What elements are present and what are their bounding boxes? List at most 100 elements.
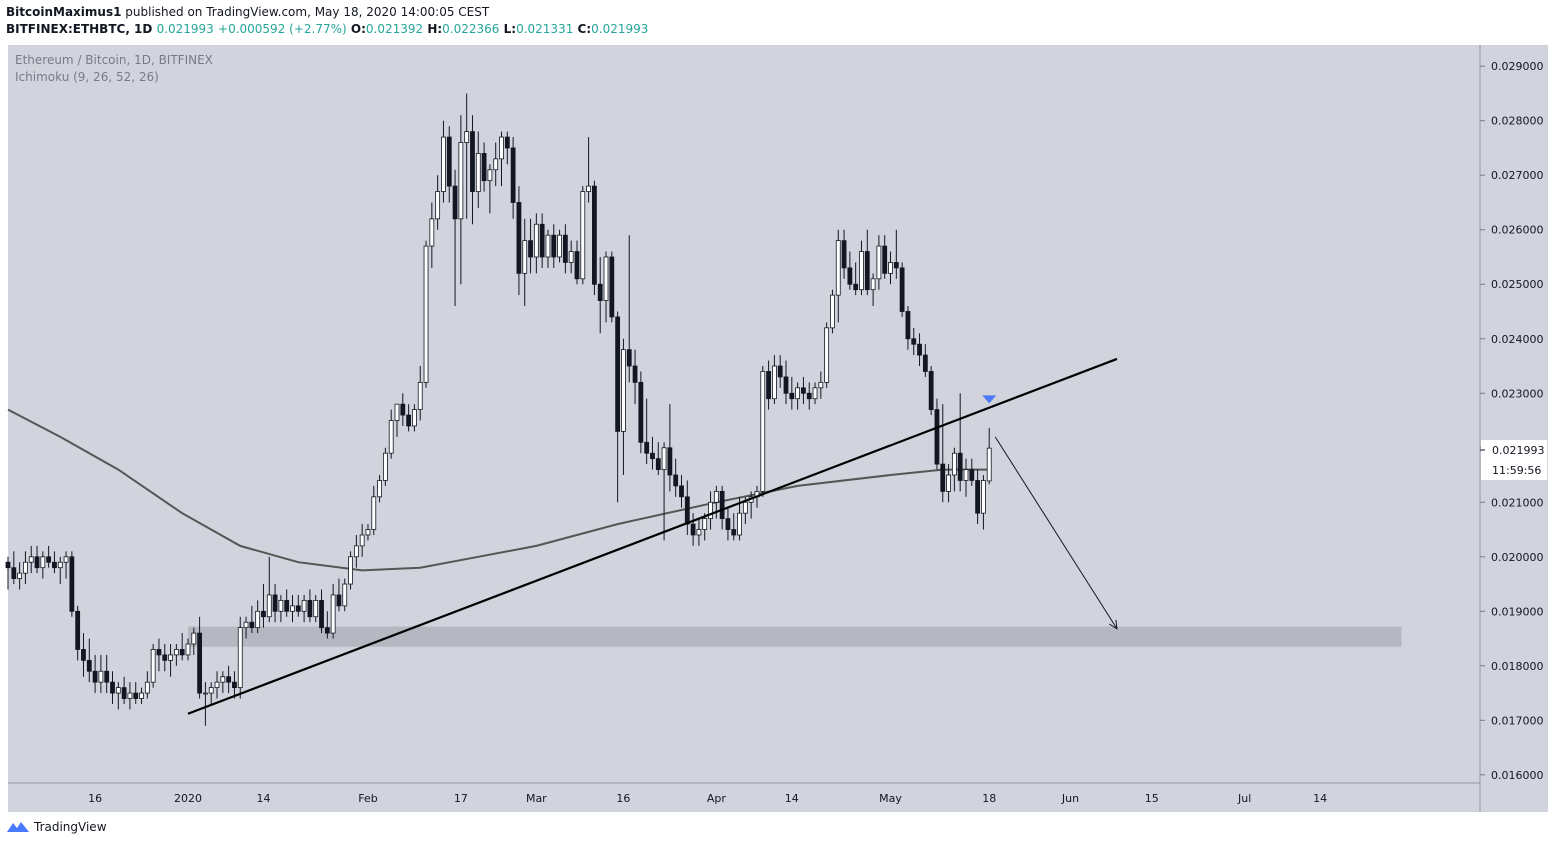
candle: [679, 475, 684, 508]
candle-body: [359, 534, 365, 547]
candle-body: [417, 381, 423, 411]
candle-body: [353, 545, 359, 558]
candle-body: [986, 447, 992, 482]
candle: [986, 427, 992, 485]
candle-body: [179, 649, 185, 656]
candle: [179, 633, 185, 661]
projection-arrow-head: [1109, 619, 1118, 630]
candle: [208, 682, 214, 704]
candle-body: [5, 561, 11, 569]
candle-body: [110, 681, 115, 694]
candle-body: [795, 387, 801, 400]
candle: [40, 551, 46, 579]
candle-body: [592, 185, 597, 285]
candle: [528, 218, 533, 274]
candle: [777, 355, 783, 388]
candle: [696, 518, 702, 546]
candle-body: [429, 218, 435, 247]
time-axis-labels: 16 2020 14 Feb 17 Mar 16 Apr 14 May 18 Jun 15 Jul 14: [88, 792, 1327, 805]
candle-body: [57, 561, 63, 569]
tradingview-brand-text: TradingView: [34, 820, 107, 834]
candle-body: [713, 490, 719, 503]
candle: [917, 333, 922, 367]
candle: [191, 627, 197, 655]
candle: [719, 485, 725, 530]
candle-body: [493, 158, 499, 171]
candle: [458, 115, 464, 285]
candle: [504, 131, 510, 165]
price-axis-labels: 0.029000 0.028000 0.027000 0.026000 0.025000…: [1480, 60, 1544, 782]
candle-body: [673, 474, 679, 487]
candle-body: [261, 610, 266, 618]
candle-body: [156, 649, 162, 656]
high-label: H:: [427, 22, 443, 36]
candle-body: [162, 654, 168, 661]
candle: [423, 240, 429, 388]
candle: [150, 644, 156, 688]
candle: [371, 485, 377, 535]
candle-body: [638, 381, 644, 443]
candle: [830, 289, 835, 334]
symbol-ohlc-line: BITFINEX:ETHBTC, 1D 0.021993 +0.000592 (…: [6, 21, 648, 38]
last-price-badge-bg: [1481, 440, 1547, 480]
candle: [981, 475, 986, 530]
candle-body: [679, 485, 684, 498]
close-label: C:: [577, 22, 592, 36]
candle: [632, 349, 638, 405]
candle: [725, 507, 731, 541]
low-value: 0.021331: [516, 22, 574, 36]
candle-body: [870, 278, 876, 291]
candle-body: [150, 649, 156, 683]
publisher-name[interactable]: BitcoinMaximus1: [6, 5, 122, 19]
candle-body: [290, 605, 295, 612]
publication-header: BitcoinMaximus1 published on TradingView…: [6, 4, 648, 38]
time-axis-background: [8, 783, 1480, 812]
candle-body: [46, 556, 52, 563]
candle: [853, 262, 859, 296]
candle: [888, 251, 893, 285]
candle: [557, 229, 562, 263]
tradingview-brand[interactable]: TradingView: [6, 820, 107, 834]
candle-body: [766, 371, 771, 400]
candle-body: [806, 392, 812, 400]
candle-body: [621, 349, 626, 432]
candle-body: [626, 349, 632, 367]
candle: [806, 382, 812, 410]
candle: [655, 442, 661, 476]
candle-body: [899, 267, 905, 312]
candle: [922, 344, 928, 377]
time-tick-label: 16: [616, 792, 630, 805]
candle: [690, 513, 696, 546]
candle: [400, 393, 406, 426]
candle-body: [684, 496, 690, 525]
candle-body: [481, 153, 487, 182]
candle: [940, 404, 946, 503]
candle-body: [667, 447, 673, 476]
time-tick-label: Feb: [358, 792, 377, 805]
candle-body: [742, 501, 748, 514]
candle-body: [203, 692, 208, 695]
candle: [313, 594, 319, 623]
candle: [214, 671, 220, 699]
candle: [435, 175, 441, 230]
candle: [539, 213, 545, 268]
candle-body: [905, 311, 911, 340]
candle-body: [377, 480, 382, 498]
candle-body: [249, 621, 255, 629]
candle: [104, 654, 110, 694]
candle-body: [336, 594, 342, 607]
candle: [28, 545, 34, 574]
candle-body: [295, 605, 301, 612]
candle: [34, 545, 40, 574]
time-tick-label: Jun: [1061, 792, 1079, 805]
change-value: +0.000592 (+2.77%): [218, 22, 347, 36]
candle-body: [272, 594, 278, 612]
candle-body: [208, 687, 214, 694]
candle: [801, 376, 806, 405]
candle-body: [824, 327, 830, 383]
candle: [86, 638, 92, 683]
candle: [295, 594, 301, 617]
candle-body: [115, 687, 121, 694]
candle: [499, 131, 504, 187]
